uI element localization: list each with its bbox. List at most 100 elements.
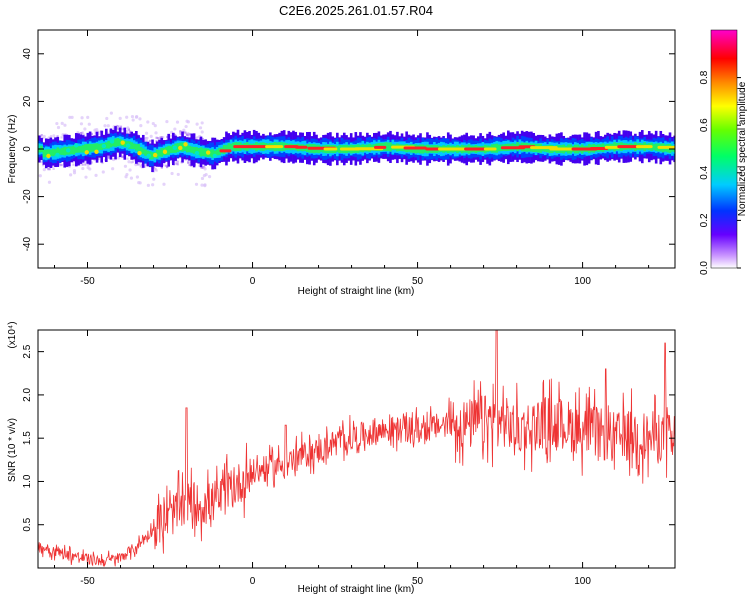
spectrogram-band-cell: [229, 143, 233, 150]
spectrogram-halo-cell: [175, 162, 178, 165]
spectrogram-ridge-cell: [549, 147, 577, 151]
spectrogram-outlier: [162, 182, 166, 186]
spectrogram-halo-cell: [143, 165, 146, 168]
snr-y-tick-label: 0.5: [22, 517, 33, 531]
snr-x-tick-label: 0: [250, 576, 256, 587]
colorbar-tick-label: 0.4: [699, 165, 710, 179]
spectrogram-halo-cell: [201, 166, 204, 169]
spectrogram-band-cell: [93, 143, 97, 152]
spectrogram-outlier: [84, 175, 88, 179]
spectrogram-band-cell: [181, 142, 184, 152]
spectrogram-outlier: [101, 170, 105, 174]
spectrogram-blob: [46, 153, 51, 159]
spectrogram-halo-cell: [84, 163, 87, 166]
spectrogram-outlier: [200, 176, 205, 181]
spectrogram-halo-cell: [117, 128, 120, 131]
spectrogram-outlier: [207, 175, 212, 179]
spectrogram-halo-cell: [188, 133, 191, 136]
spectrogram-band-cell: [185, 144, 189, 153]
spectrogram-x-axis-label: Height of straight line (km): [298, 286, 415, 297]
spectrogram-halo-cell: [162, 163, 165, 167]
spectrogram-halo-cell: [183, 131, 186, 134]
chart-title: C2E6.2025.261.01.57.R04: [279, 3, 433, 18]
spectrogram-band-cell: [107, 140, 110, 149]
spectrogram-ridge-cell: [604, 145, 620, 149]
spectrogram-blob: [172, 145, 177, 150]
spectrogram-band-cell: [158, 150, 161, 157]
spectrogram-outlier: [182, 128, 186, 132]
spectrogram-outlier: [175, 120, 180, 124]
spectrogram-halo-cell: [90, 161, 94, 164]
spectrogram-halo-cell: [97, 132, 100, 135]
spectrogram-outlier: [105, 116, 109, 121]
spectrogram-outlier: [200, 130, 204, 134]
spectrogram-halo-cell: [184, 131, 187, 134]
spectrogram-outlier: [153, 123, 157, 128]
snr-y-tick-label: 1.0: [22, 474, 33, 488]
spectrogram-blob: [212, 153, 217, 159]
spectrogram-outlier: [81, 166, 85, 171]
spectrogram-halo-cell: [187, 159, 190, 162]
spectrogram-outlier: [144, 131, 149, 135]
spectrogram-outlier: [138, 117, 142, 121]
spectrogram-halo-cell: [106, 132, 109, 135]
spectrogram-band-cell: [105, 142, 108, 149]
spectrogram-outlier: [152, 177, 156, 181]
spectrogram-outlier: [118, 116, 122, 120]
spectrogram-blob: [101, 143, 107, 149]
spectrogram-halo-cell: [158, 137, 161, 140]
spectrogram-band-cell: [139, 147, 143, 154]
spectrogram-halo-cell: [166, 165, 169, 169]
snr-x-tick-label: -50: [80, 576, 95, 587]
spectrogram-band-cell: [58, 148, 62, 155]
spectrogram-outlier: [87, 122, 91, 126]
spectrogram-band-cell: [169, 146, 173, 153]
spectrogram-x-tick-label: 50: [412, 276, 424, 287]
spectrogram-outlier: [151, 121, 155, 126]
spectrogram-outlier: [146, 120, 150, 124]
spectrogram-halo-cell: [173, 133, 177, 137]
spectrogram-outlier: [79, 122, 84, 126]
spectrogram-outlier: [116, 156, 121, 160]
spectrogram-blob: [73, 143, 79, 148]
spectrogram-outlier: [94, 173, 98, 177]
spectrogram-blob: [125, 143, 131, 148]
spectrogram-y-axis-label: Frequency (Hz): [7, 115, 18, 184]
spectrogram-halo-cell: [187, 134, 190, 137]
spectrogram-halo-cell: [115, 127, 119, 130]
snr-series-line: [38, 330, 675, 568]
spectrogram-ridge-cell: [323, 147, 338, 151]
spectrogram-outlier: [86, 166, 90, 170]
spectrogram-outlier: [70, 115, 74, 119]
spectrogram-blob: [94, 149, 99, 155]
spectrogram-band-cell: [91, 143, 94, 152]
spectrogram-halo-cell: [139, 165, 142, 168]
spectrogram-band-cell: [204, 148, 207, 157]
spectrogram-blob: [205, 150, 211, 155]
spectrogram-marks: [38, 111, 675, 188]
spectrogram-halo-cell: [117, 125, 120, 128]
spectrogram-ridge-cell: [483, 147, 497, 151]
spectrogram-ridge-cell: [219, 149, 232, 153]
spectrogram-outlier: [134, 163, 138, 167]
spectrogram-outlier: [123, 164, 128, 168]
spectrogram-halo-cell: [148, 140, 152, 143]
spectrogram-band-cell: [137, 144, 140, 154]
spectrogram-outlier: [130, 114, 135, 119]
spectrogram-halo-cell: [184, 158, 187, 161]
spectrogram-band-cell: [141, 148, 145, 155]
spectrogram-halo-cell: [80, 131, 83, 135]
spectrogram-halo-cell: [159, 136, 162, 139]
spectrogram-band-cell: [51, 148, 55, 157]
spectrogram-outlier: [135, 114, 139, 119]
spectrogram-halo-cell: [60, 163, 63, 167]
spectrogram-band-cell: [79, 145, 83, 153]
snr-panel: -50 0 50 100 0.5 1.0 1.5 2.0 2.5 Height of strai…: [7, 321, 676, 595]
spectrogram-band-cell: [49, 149, 53, 156]
spectrogram-outlier: [42, 168, 46, 172]
spectrogram-ridge-cell: [295, 145, 308, 149]
spectrogram-outlier: [124, 175, 128, 179]
spectrogram-outlier: [69, 173, 73, 177]
spectrogram-band-cell: [74, 146, 78, 153]
spectrogram-halo-cell: [121, 155, 124, 158]
